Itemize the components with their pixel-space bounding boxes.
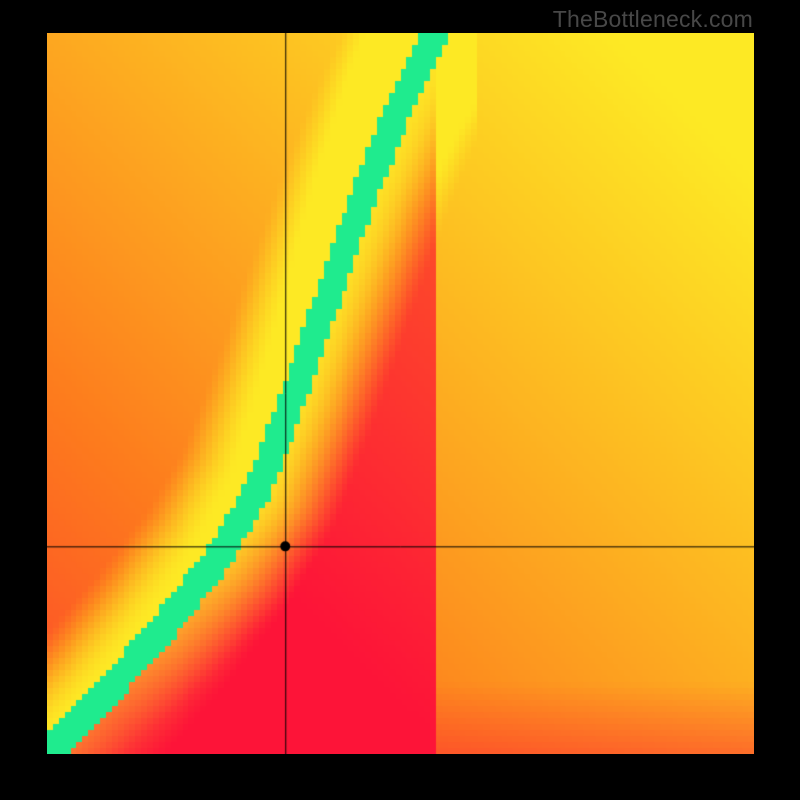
chart-container: TheBottleneck.com	[0, 0, 800, 800]
watermark-text: TheBottleneck.com	[553, 6, 753, 33]
heatmap-canvas	[47, 33, 754, 754]
